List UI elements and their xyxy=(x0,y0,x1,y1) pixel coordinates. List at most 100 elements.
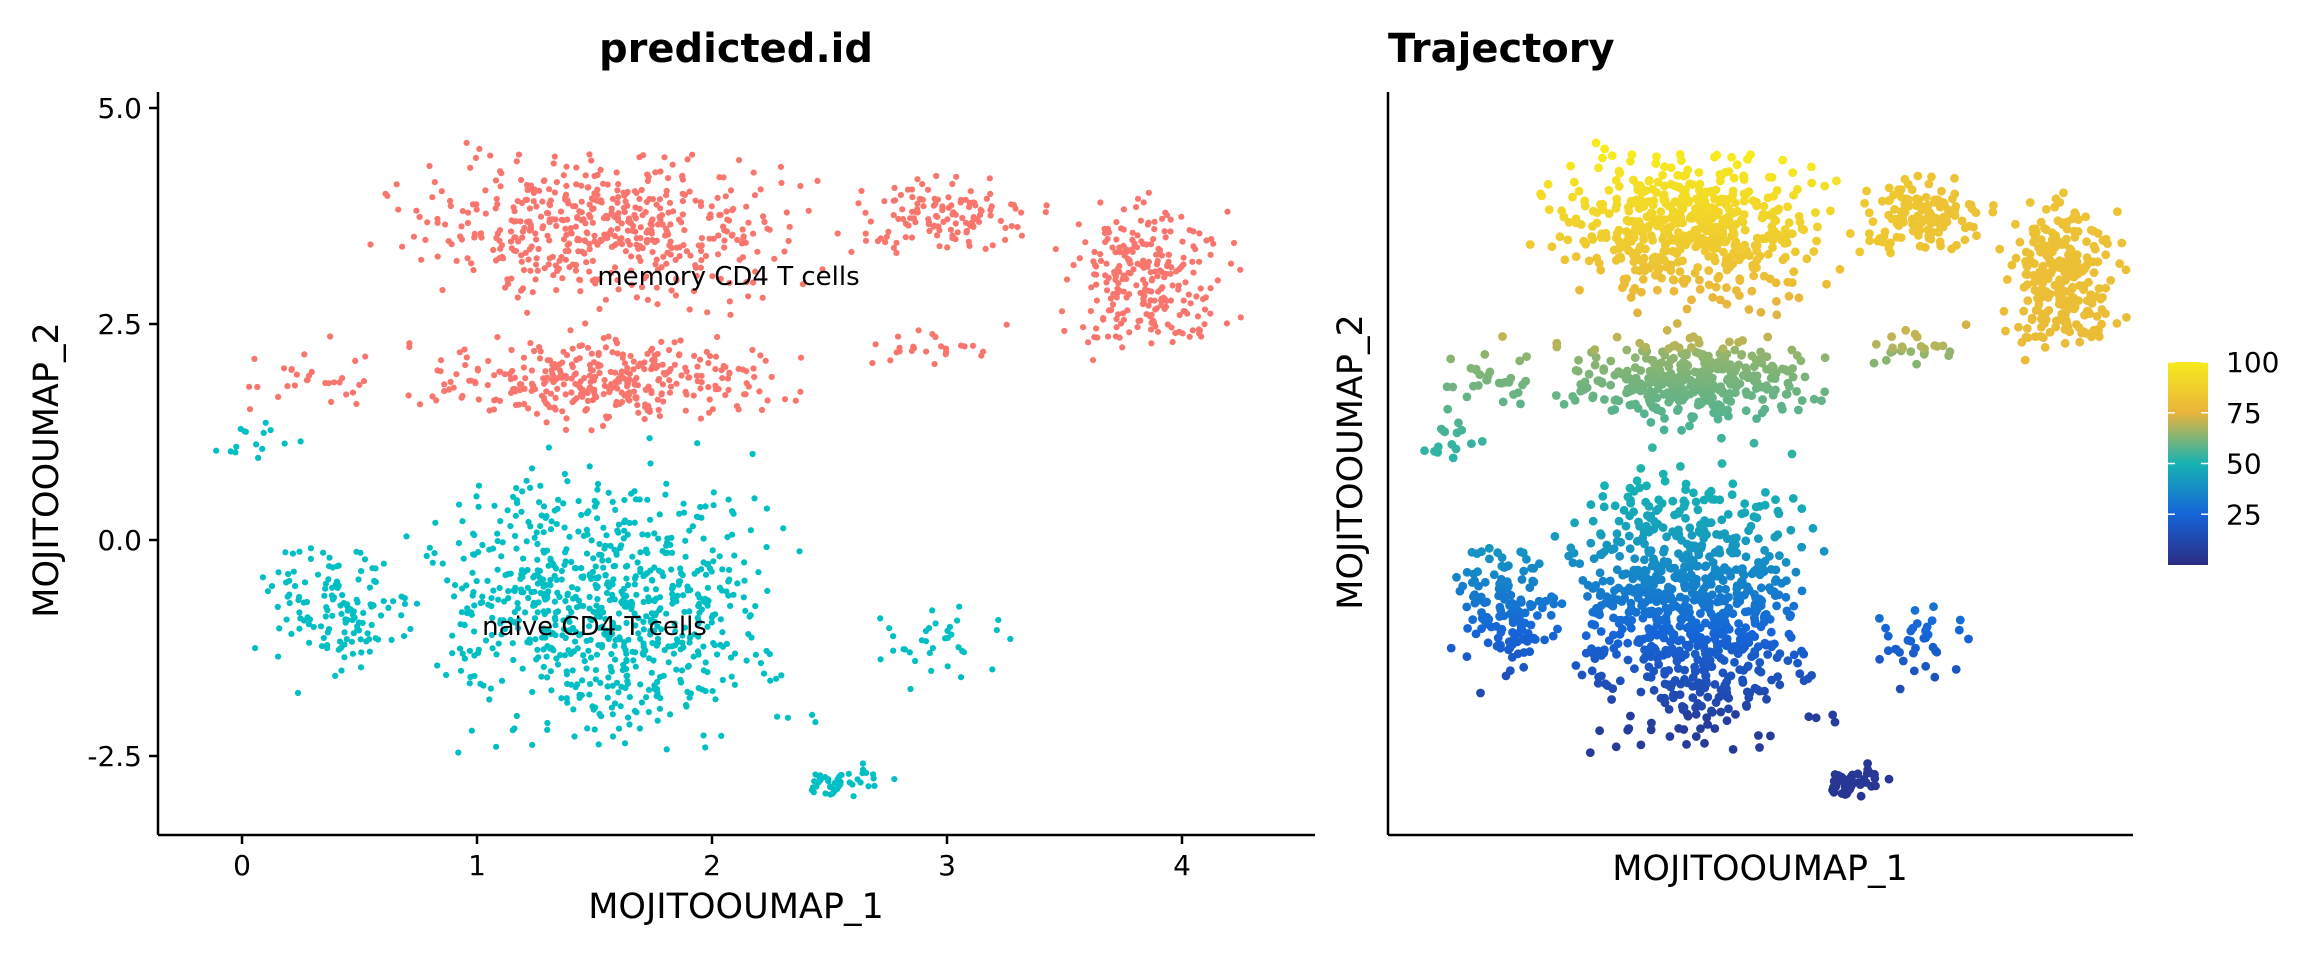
point-naive xyxy=(719,676,726,684)
trajectory-point xyxy=(1907,214,1917,224)
point-naive xyxy=(354,599,361,606)
point-naive xyxy=(282,549,289,556)
trajectory-point xyxy=(1620,593,1629,603)
point-memory xyxy=(418,256,425,263)
trajectory-point xyxy=(1551,391,1561,400)
trajectory-point xyxy=(1786,525,1796,535)
point-memory xyxy=(577,277,584,284)
point-naive xyxy=(647,460,654,467)
trajectory-point xyxy=(1633,308,1642,318)
point-naive xyxy=(610,576,617,583)
point-memory xyxy=(640,152,647,159)
point-naive xyxy=(595,741,602,748)
trajectory-point xyxy=(1888,343,1897,353)
point-naive xyxy=(281,440,288,447)
point-memory xyxy=(531,347,538,355)
trajectory-point xyxy=(1680,601,1690,610)
point-memory xyxy=(568,389,575,396)
trajectory-point xyxy=(1493,548,1503,558)
point-memory xyxy=(1207,251,1214,258)
point-memory xyxy=(591,232,598,239)
point-memory xyxy=(892,197,899,204)
trajectory-point xyxy=(1729,173,1739,183)
trajectory-point xyxy=(2022,324,2032,333)
trajectory-point xyxy=(1443,404,1453,414)
point-memory xyxy=(675,216,683,223)
trajectory-point xyxy=(1497,561,1507,571)
trajectory-point xyxy=(1735,665,1745,675)
trajectory-point xyxy=(1674,404,1683,414)
point-naive xyxy=(570,648,578,655)
panel1-y-axis-label: MOJITOOUMAP_2 xyxy=(27,322,67,618)
point-memory xyxy=(529,382,536,389)
point-memory xyxy=(464,219,471,227)
trajectory-point xyxy=(1675,150,1685,159)
point-memory xyxy=(637,235,644,242)
point-memory xyxy=(1186,227,1193,234)
point-naive xyxy=(730,591,737,598)
point-memory xyxy=(718,367,725,374)
trajectory-point xyxy=(1788,372,1798,382)
point-memory xyxy=(783,209,790,216)
point-memory xyxy=(642,209,649,216)
point-memory xyxy=(546,255,553,262)
trajectory-point xyxy=(1648,184,1657,194)
point-memory xyxy=(493,195,500,203)
point-memory xyxy=(612,378,619,385)
point-memory xyxy=(508,389,515,396)
point-memory xyxy=(712,366,719,373)
point-memory xyxy=(594,191,601,198)
point-memory xyxy=(909,194,916,201)
point-naive xyxy=(600,524,607,531)
trajectory-point xyxy=(2121,265,2131,275)
trajectory-point xyxy=(1747,629,1757,639)
point-naive xyxy=(660,672,667,679)
point-memory xyxy=(717,275,724,282)
point-naive xyxy=(594,515,601,522)
point-memory xyxy=(631,188,639,195)
point-memory xyxy=(947,226,955,233)
trajectory-point xyxy=(1754,731,1763,740)
point-memory xyxy=(546,357,554,364)
trajectory-point xyxy=(1587,619,1597,629)
point-naive xyxy=(942,635,949,642)
point-memory xyxy=(613,169,620,176)
trajectory-point xyxy=(1670,676,1680,685)
trajectory-point xyxy=(1749,271,1759,281)
trajectory-point xyxy=(1574,355,1583,365)
trajectory-point xyxy=(1741,552,1751,562)
point-memory xyxy=(726,298,733,305)
trajectory-point xyxy=(1726,671,1736,681)
point-naive xyxy=(591,575,599,582)
point-memory xyxy=(533,255,540,262)
point-naive xyxy=(929,645,937,652)
point-memory xyxy=(1158,268,1165,275)
point-memory xyxy=(642,386,649,393)
point-naive xyxy=(498,553,505,560)
point-naive xyxy=(525,518,532,526)
point-memory xyxy=(693,272,700,279)
point-memory xyxy=(1154,328,1162,335)
point-memory xyxy=(686,188,693,195)
trajectory-point xyxy=(1830,770,1840,779)
point-memory xyxy=(570,203,577,210)
point-memory xyxy=(431,179,438,186)
point-naive xyxy=(728,673,735,680)
trajectory-point xyxy=(1660,181,1669,191)
point-memory xyxy=(648,366,655,373)
point-memory xyxy=(691,352,698,359)
point-naive xyxy=(554,505,561,512)
trajectory-point xyxy=(1772,297,1781,306)
trajectory-point xyxy=(1863,765,1873,775)
point-memory xyxy=(573,181,580,188)
point-memory xyxy=(893,249,900,256)
point-naive xyxy=(649,577,656,584)
trajectory-point xyxy=(1628,175,1638,185)
point-naive xyxy=(464,610,471,617)
trajectory-point xyxy=(2055,256,2065,265)
point-naive xyxy=(330,594,337,601)
trajectory-point xyxy=(1820,387,1830,397)
point-naive xyxy=(471,551,478,558)
trajectory-point xyxy=(2038,261,2048,271)
colorbar-tick-label: 25 xyxy=(2226,498,2262,531)
